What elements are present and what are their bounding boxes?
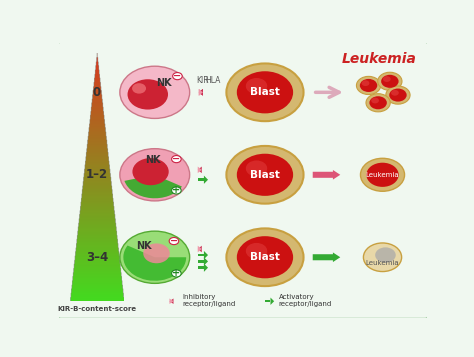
Circle shape	[120, 149, 190, 201]
Circle shape	[227, 146, 303, 203]
Circle shape	[246, 160, 267, 176]
Circle shape	[128, 79, 168, 110]
Text: Activatory
receptor/ligand: Activatory receptor/ligand	[279, 295, 332, 307]
FancyBboxPatch shape	[57, 41, 428, 319]
Text: Leukemia: Leukemia	[366, 172, 399, 178]
Polygon shape	[199, 89, 203, 96]
Text: +: +	[173, 268, 181, 278]
Text: NK: NK	[145, 155, 161, 165]
Circle shape	[391, 90, 399, 96]
Circle shape	[378, 72, 402, 90]
Polygon shape	[198, 246, 202, 252]
Polygon shape	[204, 263, 208, 272]
Text: Leukemia: Leukemia	[366, 260, 399, 266]
Circle shape	[169, 237, 179, 245]
Text: Blast: Blast	[250, 252, 280, 262]
FancyArrow shape	[313, 170, 340, 180]
Polygon shape	[204, 251, 208, 259]
Circle shape	[366, 94, 390, 112]
Text: Blast: Blast	[250, 170, 280, 180]
Text: 0: 0	[93, 86, 101, 99]
Circle shape	[172, 187, 181, 194]
Polygon shape	[204, 176, 208, 184]
Circle shape	[366, 163, 399, 187]
Circle shape	[172, 156, 181, 163]
Circle shape	[246, 243, 267, 259]
Circle shape	[362, 80, 369, 86]
Text: −: −	[170, 236, 178, 246]
Text: 3–4: 3–4	[86, 251, 108, 264]
Polygon shape	[271, 297, 274, 305]
Text: +: +	[173, 185, 181, 195]
Polygon shape	[198, 246, 202, 252]
Polygon shape	[204, 257, 208, 266]
Circle shape	[227, 64, 303, 121]
Text: −: −	[173, 71, 182, 81]
Polygon shape	[199, 89, 203, 96]
Circle shape	[364, 243, 401, 272]
Circle shape	[132, 158, 169, 185]
Circle shape	[381, 75, 399, 88]
Circle shape	[173, 72, 182, 80]
Polygon shape	[169, 298, 173, 304]
Circle shape	[360, 79, 377, 92]
Text: NK: NK	[155, 78, 171, 88]
Circle shape	[237, 71, 293, 114]
Text: −: −	[173, 154, 181, 164]
Text: Blast: Blast	[250, 87, 280, 97]
Bar	[198, 266, 204, 269]
Bar	[265, 300, 271, 302]
Polygon shape	[198, 166, 202, 173]
Circle shape	[246, 78, 267, 94]
Circle shape	[132, 83, 146, 94]
FancyArrow shape	[313, 252, 340, 262]
Circle shape	[227, 228, 303, 286]
Text: Leukemia: Leukemia	[341, 52, 416, 66]
Circle shape	[356, 76, 381, 95]
Text: HLA: HLA	[205, 76, 220, 85]
Polygon shape	[169, 298, 173, 304]
Text: KIR-B-content-score: KIR-B-content-score	[57, 306, 137, 312]
Polygon shape	[199, 89, 203, 96]
Circle shape	[172, 270, 181, 277]
Polygon shape	[199, 89, 203, 96]
Bar	[198, 260, 204, 263]
Circle shape	[143, 243, 170, 263]
Polygon shape	[199, 89, 203, 96]
Circle shape	[371, 97, 379, 104]
Bar	[198, 254, 204, 256]
Bar	[198, 178, 204, 181]
Circle shape	[237, 154, 293, 196]
Wedge shape	[124, 175, 182, 198]
Circle shape	[369, 96, 387, 109]
Text: NK: NK	[137, 241, 152, 251]
Text: 1–2: 1–2	[86, 168, 108, 181]
Circle shape	[389, 89, 407, 102]
Polygon shape	[198, 166, 202, 173]
Circle shape	[383, 76, 391, 82]
Polygon shape	[199, 89, 203, 96]
Circle shape	[120, 66, 190, 119]
Circle shape	[237, 236, 293, 278]
Circle shape	[120, 231, 190, 283]
Wedge shape	[123, 246, 186, 281]
Circle shape	[386, 86, 410, 104]
Circle shape	[360, 158, 405, 191]
Text: Inhibitory
receptor/ligand: Inhibitory receptor/ligand	[182, 295, 236, 307]
Circle shape	[375, 247, 396, 263]
Text: KIR: KIR	[196, 76, 209, 85]
